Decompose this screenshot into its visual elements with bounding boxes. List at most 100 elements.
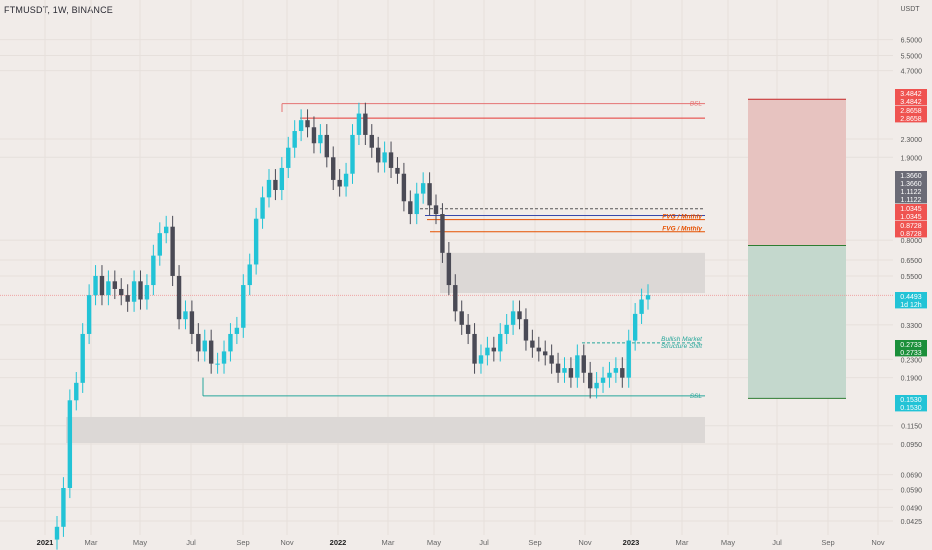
candle-body[interactable] xyxy=(369,134,374,148)
candle-body[interactable] xyxy=(305,120,310,128)
candle-body[interactable] xyxy=(93,275,98,296)
short-position-target-zone[interactable] xyxy=(748,99,846,246)
candle-body[interactable] xyxy=(228,333,233,352)
long-position-stop-zone[interactable] xyxy=(748,245,846,399)
candle-body[interactable] xyxy=(530,340,535,348)
candle-body[interactable] xyxy=(99,275,105,296)
candle-body[interactable] xyxy=(266,179,272,198)
candle-body[interactable] xyxy=(337,179,342,187)
candle-body[interactable] xyxy=(562,368,567,373)
candle-body[interactable] xyxy=(645,295,651,300)
candle-body[interactable] xyxy=(176,275,182,320)
candle-body[interactable] xyxy=(260,197,265,219)
candle-body[interactable] xyxy=(587,372,593,389)
candle-body[interactable] xyxy=(420,183,426,194)
candle-body[interactable] xyxy=(632,313,638,341)
candle-body[interactable] xyxy=(626,340,631,378)
candle-body[interactable] xyxy=(485,347,490,356)
x-tick-label: Nov xyxy=(871,538,885,547)
candle-body[interactable] xyxy=(510,311,516,325)
candle-body[interactable] xyxy=(523,319,529,341)
candle-body[interactable] xyxy=(253,218,259,265)
x-tick-label: 2021 xyxy=(37,538,54,547)
candle-body[interactable] xyxy=(273,179,278,190)
candle-body[interactable] xyxy=(286,147,291,168)
candle-body[interactable] xyxy=(144,285,150,300)
candle-body[interactable] xyxy=(568,368,574,378)
candle-body[interactable] xyxy=(189,311,195,334)
candle-body[interactable] xyxy=(183,311,188,320)
candle-body[interactable] xyxy=(234,327,240,334)
candle-body[interactable] xyxy=(151,255,156,286)
candle-body[interactable] xyxy=(157,233,162,256)
candle-body[interactable] xyxy=(74,382,79,401)
structure-shift-label: Structure Shift xyxy=(661,343,703,350)
candle-body[interactable] xyxy=(363,113,368,135)
candle-body[interactable] xyxy=(375,147,381,163)
candle-body[interactable] xyxy=(594,382,599,389)
candle-body[interactable] xyxy=(465,324,471,334)
candle-body[interactable] xyxy=(54,526,60,540)
candle-body[interactable] xyxy=(164,226,169,234)
candle-body[interactable] xyxy=(459,311,464,325)
candle-body[interactable] xyxy=(504,324,509,334)
candle-body[interactable] xyxy=(491,347,497,352)
candle-body[interactable] xyxy=(446,252,452,286)
candle-body[interactable] xyxy=(324,134,330,158)
candle-body[interactable] xyxy=(208,340,214,364)
candle-body[interactable] xyxy=(620,368,625,378)
candle-body[interactable] xyxy=(517,311,522,320)
candle-body[interactable] xyxy=(61,487,66,527)
candle-body[interactable] xyxy=(343,173,349,187)
candle-body[interactable] xyxy=(607,372,612,378)
candle-body[interactable] xyxy=(298,120,304,132)
candle-body[interactable] xyxy=(427,183,432,206)
candle-body[interactable] xyxy=(221,351,227,364)
candle-body[interactable] xyxy=(408,201,413,215)
candle-body[interactable] xyxy=(581,355,586,373)
candle-body[interactable] xyxy=(555,363,561,373)
price-label-text: 2.8658 xyxy=(900,116,922,123)
candle-body[interactable] xyxy=(536,347,541,352)
candle-body[interactable] xyxy=(575,355,580,378)
candle-body[interactable] xyxy=(292,131,297,148)
candle-body[interactable] xyxy=(215,363,220,365)
candle-body[interactable] xyxy=(549,355,554,364)
candle-body[interactable] xyxy=(241,285,246,328)
candle-body[interactable] xyxy=(613,368,619,373)
candle-body[interactable] xyxy=(433,205,439,215)
candle-body[interactable] xyxy=(498,333,503,352)
candle-body[interactable] xyxy=(86,295,92,334)
candle-body[interactable] xyxy=(478,355,484,364)
candle-body[interactable] xyxy=(440,214,445,253)
candle-body[interactable] xyxy=(382,152,387,163)
candle-body[interactable] xyxy=(112,281,118,289)
candle-body[interactable] xyxy=(202,340,207,352)
candle-body[interactable] xyxy=(131,281,137,302)
candle-body[interactable] xyxy=(80,333,85,383)
candle-body[interactable] xyxy=(543,351,548,356)
candle-body[interactable] xyxy=(196,333,201,352)
candle-body[interactable] xyxy=(356,113,362,135)
candle-body[interactable] xyxy=(279,167,285,190)
candle-body[interactable] xyxy=(67,400,73,488)
candle-body[interactable] xyxy=(395,167,400,174)
candle-body[interactable] xyxy=(388,152,394,168)
candle-body[interactable] xyxy=(401,173,407,202)
candle-body[interactable] xyxy=(453,285,458,312)
candle-body[interactable] xyxy=(119,288,124,296)
candle-body[interactable] xyxy=(138,281,143,300)
candle-body[interactable] xyxy=(247,264,252,286)
candle-body[interactable] xyxy=(639,299,644,314)
candle-body[interactable] xyxy=(331,157,336,180)
candle-body[interactable] xyxy=(125,295,130,302)
candle-body[interactable] xyxy=(311,127,317,144)
candle-body[interactable] xyxy=(350,134,355,174)
candle-body[interactable] xyxy=(472,333,477,364)
candle-body[interactable] xyxy=(106,281,111,296)
candle-body[interactable] xyxy=(318,134,323,144)
candle-body[interactable] xyxy=(170,226,175,276)
candle-body[interactable] xyxy=(600,377,606,383)
candle-body[interactable] xyxy=(414,193,419,215)
